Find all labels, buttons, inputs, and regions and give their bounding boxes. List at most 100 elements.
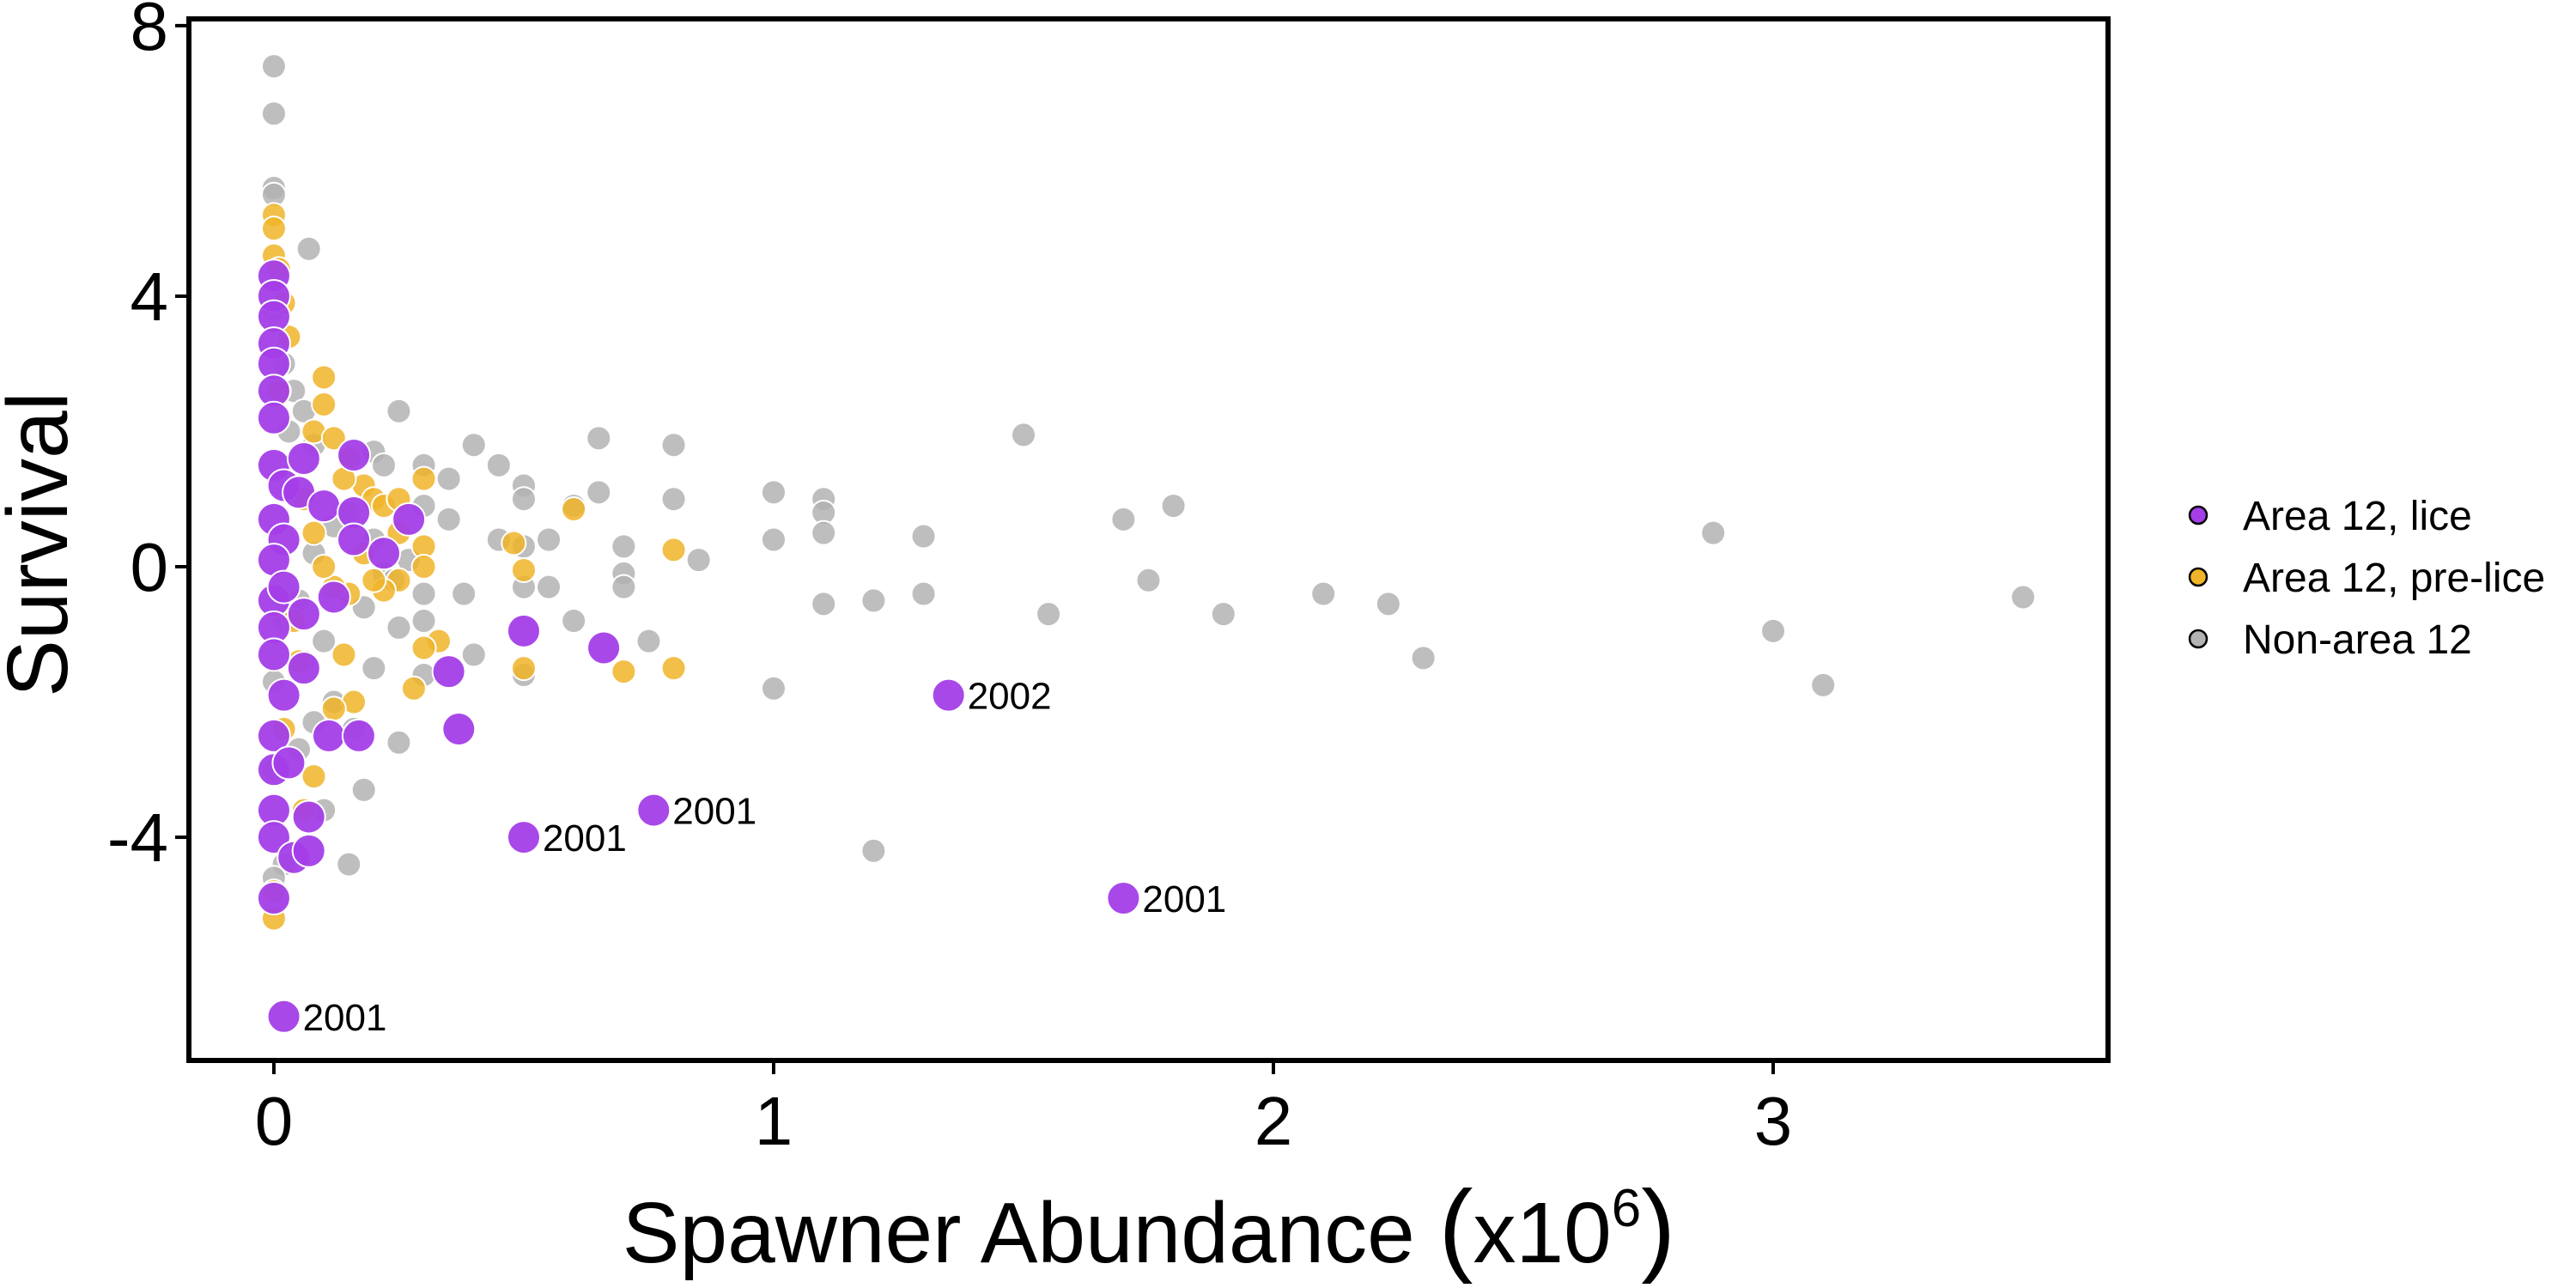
point-series-0-11 bbox=[386, 398, 412, 424]
point-series-0-70 bbox=[760, 479, 787, 506]
point-series-1-43 bbox=[561, 496, 587, 523]
legend-label-1: Area 12, pre-lice bbox=[2243, 556, 2545, 601]
annotation-3: 2001 bbox=[1142, 878, 1226, 920]
point-series-2-15 bbox=[256, 637, 291, 672]
x-axis-title-main: Spawner Abundance bbox=[623, 1185, 1439, 1281]
point-series-0-92 bbox=[1810, 671, 1837, 698]
point-series-0-85 bbox=[1160, 493, 1187, 519]
point-series-2-46 bbox=[1106, 880, 1141, 915]
point-series-2-21 bbox=[271, 745, 307, 781]
point-series-1-31 bbox=[410, 635, 437, 661]
point-series-0-22 bbox=[586, 425, 612, 452]
point-series-0-36 bbox=[451, 580, 477, 607]
point-series-1-28 bbox=[311, 554, 337, 580]
point-series-2-26 bbox=[307, 489, 342, 524]
point-series-1-1 bbox=[260, 216, 287, 242]
point-series-0-16 bbox=[460, 432, 487, 459]
x-axis-paren-open: ( bbox=[1439, 1170, 1473, 1285]
point-series-0-86 bbox=[1210, 601, 1236, 628]
point-series-0-33 bbox=[611, 574, 637, 600]
point-series-0-0 bbox=[260, 53, 287, 80]
point-series-2-42 bbox=[586, 630, 622, 665]
point-series-0-19 bbox=[510, 486, 537, 513]
point-series-1-22 bbox=[410, 554, 437, 580]
point-series-2-27 bbox=[337, 438, 372, 473]
point-series-0-13 bbox=[370, 452, 397, 478]
y-tick-label-0: -4 bbox=[107, 799, 168, 876]
x-tick-label-3: 3 bbox=[1754, 1083, 1793, 1159]
point-series-0-20 bbox=[586, 479, 612, 506]
x-tick-label-0: 0 bbox=[255, 1083, 294, 1159]
y-tick-label-2: 4 bbox=[131, 258, 169, 335]
point-series-0-17 bbox=[485, 452, 512, 478]
point-series-0-79 bbox=[760, 675, 787, 702]
point-series-1-46 bbox=[660, 655, 687, 682]
point-series-2-35 bbox=[311, 718, 346, 753]
annotation-2: 2001 bbox=[543, 817, 627, 860]
annotation-0: 2002 bbox=[968, 676, 1052, 718]
point-series-0-30 bbox=[611, 533, 637, 560]
point-series-2-47 bbox=[266, 999, 301, 1034]
point-series-2-16 bbox=[266, 677, 301, 713]
point-series-0-81 bbox=[1010, 422, 1036, 448]
x-tick-label-2: 2 bbox=[1255, 1083, 1293, 1159]
point-series-1-35 bbox=[320, 696, 347, 722]
point-series-0-73 bbox=[811, 519, 837, 546]
point-series-0-37 bbox=[410, 580, 437, 607]
point-series-1-29 bbox=[301, 519, 327, 546]
point-series-1-45 bbox=[660, 537, 687, 563]
point-series-0-41 bbox=[561, 608, 587, 635]
point-series-2-45 bbox=[931, 677, 966, 713]
point-series-2-31 bbox=[392, 501, 427, 537]
point-series-2-37 bbox=[291, 799, 326, 835]
point-series-0-82 bbox=[1036, 601, 1062, 628]
point-series-0-38 bbox=[386, 614, 412, 641]
legend-label-0: Area 12, lice bbox=[2243, 494, 2472, 539]
point-series-0-83 bbox=[1110, 506, 1137, 532]
point-series-0-23 bbox=[660, 432, 687, 459]
point-series-2-13 bbox=[266, 569, 301, 605]
annotation-4: 2001 bbox=[303, 997, 387, 1039]
y-axis-title: Survival bbox=[0, 392, 86, 697]
legend-swatch-1 bbox=[2188, 567, 2208, 587]
point-series-0-89 bbox=[1410, 645, 1437, 671]
axes-layer: 0 1 2 3 -4 0 4 8 bbox=[107, 0, 1792, 1159]
point-series-0-4 bbox=[295, 235, 322, 262]
point-series-2-17 bbox=[256, 718, 291, 753]
annotation-1: 2001 bbox=[672, 791, 756, 833]
point-series-0-15 bbox=[435, 465, 462, 492]
point-series-1-36 bbox=[301, 763, 327, 790]
legend-label-2: Non-area 12 bbox=[2243, 617, 2472, 663]
point-series-0-90 bbox=[1700, 519, 1727, 546]
point-series-0-87 bbox=[1310, 580, 1337, 607]
point-series-0-48 bbox=[336, 851, 362, 878]
point-series-1-19 bbox=[410, 465, 437, 492]
point-series-1-32 bbox=[400, 675, 427, 702]
x-axis-unit: x10 bbox=[1473, 1185, 1612, 1281]
point-series-0-45 bbox=[361, 655, 387, 682]
annotations-layer: 2002 2001 2001 2001 2001 bbox=[303, 676, 1227, 1039]
point-series-0-47 bbox=[350, 776, 377, 803]
point-series-0-84 bbox=[1135, 567, 1162, 593]
point-series-1-25 bbox=[361, 567, 387, 593]
point-series-1-33 bbox=[331, 641, 357, 668]
point-series-0-76 bbox=[860, 587, 887, 614]
point-series-2-29 bbox=[337, 522, 372, 557]
point-series-2-33 bbox=[316, 580, 351, 615]
point-series-0-75 bbox=[811, 591, 837, 617]
point-series-1-44 bbox=[611, 659, 637, 685]
point-series-2-30 bbox=[366, 536, 401, 571]
point-series-0-80 bbox=[860, 837, 887, 864]
points-layer bbox=[256, 53, 2037, 1034]
point-series-2-23 bbox=[256, 880, 291, 915]
point-series-2-38 bbox=[291, 833, 326, 868]
point-series-1-40 bbox=[501, 530, 527, 556]
point-series-0-24 bbox=[660, 486, 687, 513]
point-series-0-64 bbox=[311, 628, 337, 654]
point-series-2-32 bbox=[286, 597, 321, 632]
point-series-0-26 bbox=[435, 506, 462, 532]
point-series-1-41 bbox=[510, 556, 537, 583]
point-series-2-41 bbox=[506, 613, 541, 648]
y-tick-label-1: 0 bbox=[131, 529, 169, 605]
